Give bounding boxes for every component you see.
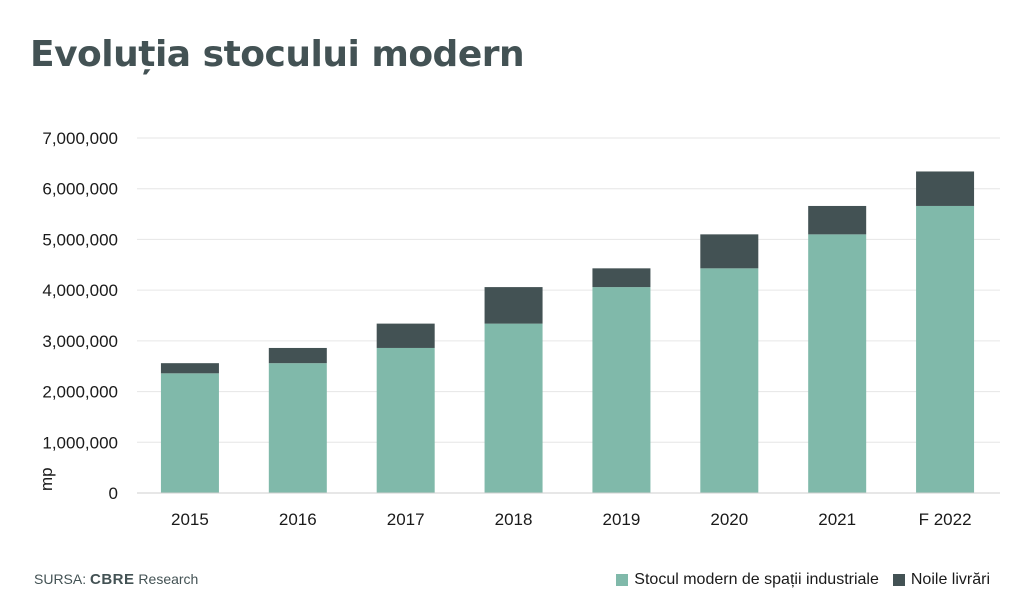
legend-label-deliveries: Noile livrări	[910, 571, 990, 588]
bar-deliveries	[808, 205, 867, 235]
y-tick-label: 7,000,000	[42, 129, 118, 148]
bar-stock	[916, 205, 975, 493]
bar-deliveries	[700, 234, 759, 269]
x-tick-label: 2016	[279, 510, 317, 529]
chart-title: Evoluția stocului modern	[30, 34, 525, 75]
bar-stock	[160, 373, 219, 493]
y-tick-label: 0	[109, 484, 118, 503]
x-tick-label: 2017	[387, 510, 425, 529]
y-axis-label: mp	[37, 467, 56, 491]
bar-deliveries	[268, 347, 327, 364]
y-tick-label: 6,000,000	[42, 180, 118, 199]
y-tick-label: 3,000,000	[42, 332, 118, 351]
bar-stock	[700, 268, 759, 493]
brand-logo: CBRE	[90, 571, 135, 588]
x-tick-label: 2015	[171, 510, 209, 529]
x-tick-label: F 2022	[919, 510, 972, 529]
x-tick-label: 2019	[603, 510, 641, 529]
x-tick-label: 2020	[710, 510, 748, 529]
bar-deliveries	[592, 268, 651, 288]
bar-deliveries	[916, 171, 975, 206]
y-tick-label: 4,000,000	[42, 281, 118, 300]
y-tick-label: 1,000,000	[42, 433, 118, 452]
bar-stock	[376, 347, 435, 493]
bar-stock	[808, 234, 867, 493]
y-tick-label: 2,000,000	[42, 383, 118, 402]
legend-swatch-deliveries	[892, 574, 905, 586]
bar-stock	[592, 287, 651, 493]
bar-deliveries	[160, 363, 219, 374]
legend-swatch-stock	[616, 574, 629, 586]
legend-label-stock: Stocul modern de spații industriale	[634, 571, 879, 588]
bar-stock	[484, 323, 543, 493]
bar-deliveries	[376, 323, 435, 348]
source-prefix: SURSA:	[34, 571, 87, 587]
x-tick-label: 2021	[818, 510, 856, 529]
y-tick-label: 5,000,000	[42, 230, 118, 249]
x-tick-label: 2018	[495, 510, 533, 529]
source-suffix: Research	[138, 571, 199, 587]
chart-legend: Stocul modern de spații industriale Noil…	[602, 571, 990, 589]
legend-item-stock: Stocul modern de spații industriale	[616, 571, 879, 589]
bar-deliveries	[484, 287, 543, 324]
bar-stock	[268, 363, 327, 493]
source-note: SURSA: CBRE Research	[34, 571, 198, 588]
legend-item-deliveries: Noile livrări	[892, 571, 990, 589]
